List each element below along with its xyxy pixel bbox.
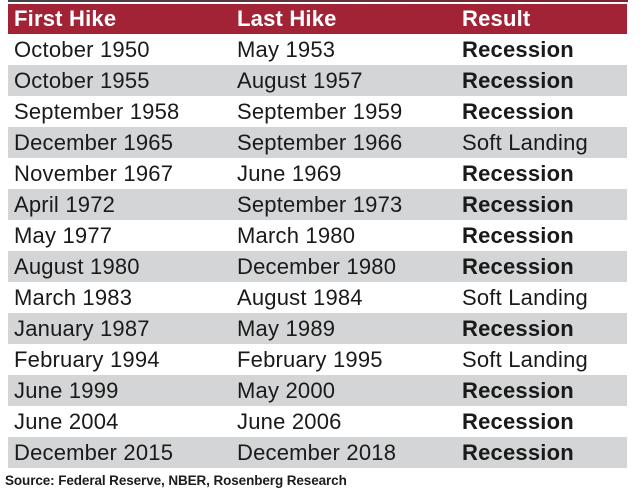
table-row: August 1980 December 1980 Recession bbox=[8, 251, 627, 282]
last-hike-cell: May 1989 bbox=[237, 315, 336, 341]
table-row: December 1965 September 1966 Soft Landin… bbox=[8, 127, 627, 158]
first-hike-cell: May 1977 bbox=[14, 222, 113, 248]
result-cell: Soft Landing bbox=[462, 129, 588, 155]
table-row: October 1955 August 1957 Recession bbox=[8, 65, 627, 96]
rate-hike-results-table: First Hike Last Hike Result October 1950… bbox=[8, 4, 627, 468]
first-hike-cell: August 1980 bbox=[14, 253, 140, 279]
last-hike-cell: September 1959 bbox=[237, 98, 403, 124]
table-row: September 1958 September 1959 Recession bbox=[8, 96, 627, 127]
source-attribution: Source: Federal Reserve, NBER, Rosenberg… bbox=[5, 473, 347, 488]
first-hike-cell: November 1967 bbox=[14, 160, 174, 186]
table-row: June 1999 May 2000 Recession bbox=[8, 375, 627, 406]
last-hike-cell: September 1966 bbox=[237, 129, 403, 155]
last-hike-cell: June 2006 bbox=[237, 408, 342, 434]
result-cell: Recession bbox=[462, 408, 574, 434]
result-cell: Recession bbox=[462, 222, 574, 248]
table-row: March 1983 August 1984 Soft Landing bbox=[8, 282, 627, 313]
last-hike-cell: August 1957 bbox=[237, 67, 363, 93]
first-hike-cell: June 1999 bbox=[14, 377, 119, 403]
first-hike-cell: April 1972 bbox=[14, 191, 116, 217]
first-hike-cell: December 2015 bbox=[14, 439, 174, 465]
first-hike-cell: June 2004 bbox=[14, 408, 119, 434]
table-row: June 2004 June 2006 Recession bbox=[8, 406, 627, 437]
table-row: January 1987 May 1989 Recession bbox=[8, 313, 627, 344]
last-hike-cell: March 1980 bbox=[237, 222, 356, 248]
last-hike-cell: May 1953 bbox=[237, 36, 336, 62]
header-cell-last-hike: Last Hike bbox=[237, 6, 337, 31]
result-cell: Recession bbox=[462, 98, 574, 124]
header-cell-result: Result bbox=[462, 6, 531, 31]
first-hike-cell: January 1987 bbox=[14, 315, 150, 341]
top-border-line bbox=[8, 0, 628, 2]
table-body: October 1950 May 1953 Recession October … bbox=[8, 34, 627, 468]
last-hike-cell: September 1973 bbox=[237, 191, 403, 217]
last-hike-cell: February 1995 bbox=[237, 346, 383, 372]
last-hike-cell: May 2000 bbox=[237, 377, 336, 403]
result-cell: Recession bbox=[462, 67, 574, 93]
first-hike-cell: October 1955 bbox=[14, 67, 150, 93]
result-cell: Recession bbox=[462, 315, 574, 341]
result-cell: Soft Landing bbox=[462, 346, 588, 372]
header-cell-first-hike: First Hike bbox=[14, 6, 117, 31]
table-row: October 1950 May 1953 Recession bbox=[8, 34, 627, 65]
last-hike-cell: December 1980 bbox=[237, 253, 397, 279]
table-row: November 1967 June 1969 Recession bbox=[8, 158, 627, 189]
result-cell: Recession bbox=[462, 36, 574, 62]
first-hike-cell: October 1950 bbox=[14, 36, 150, 62]
last-hike-cell: June 1969 bbox=[237, 160, 342, 186]
first-hike-cell: December 1965 bbox=[14, 129, 174, 155]
result-cell: Recession bbox=[462, 253, 574, 279]
last-hike-cell: December 2018 bbox=[237, 439, 397, 465]
table-row: December 2015 December 2018 Recession bbox=[8, 437, 627, 468]
result-cell: Recession bbox=[462, 377, 574, 403]
last-hike-cell: August 1984 bbox=[237, 284, 363, 310]
table-row: February 1994 February 1995 Soft Landing bbox=[8, 344, 627, 375]
result-cell: Recession bbox=[462, 191, 574, 217]
first-hike-cell: September 1958 bbox=[14, 98, 180, 124]
result-cell: Recession bbox=[462, 160, 574, 186]
result-cell: Recession bbox=[462, 439, 574, 465]
table-row: May 1977 March 1980 Recession bbox=[8, 220, 627, 251]
table-header-row: First Hike Last Hike Result bbox=[8, 4, 627, 34]
first-hike-cell: February 1994 bbox=[14, 346, 160, 372]
first-hike-cell: March 1983 bbox=[14, 284, 133, 310]
table-row: April 1972 September 1973 Recession bbox=[8, 189, 627, 220]
result-cell: Soft Landing bbox=[462, 284, 588, 310]
